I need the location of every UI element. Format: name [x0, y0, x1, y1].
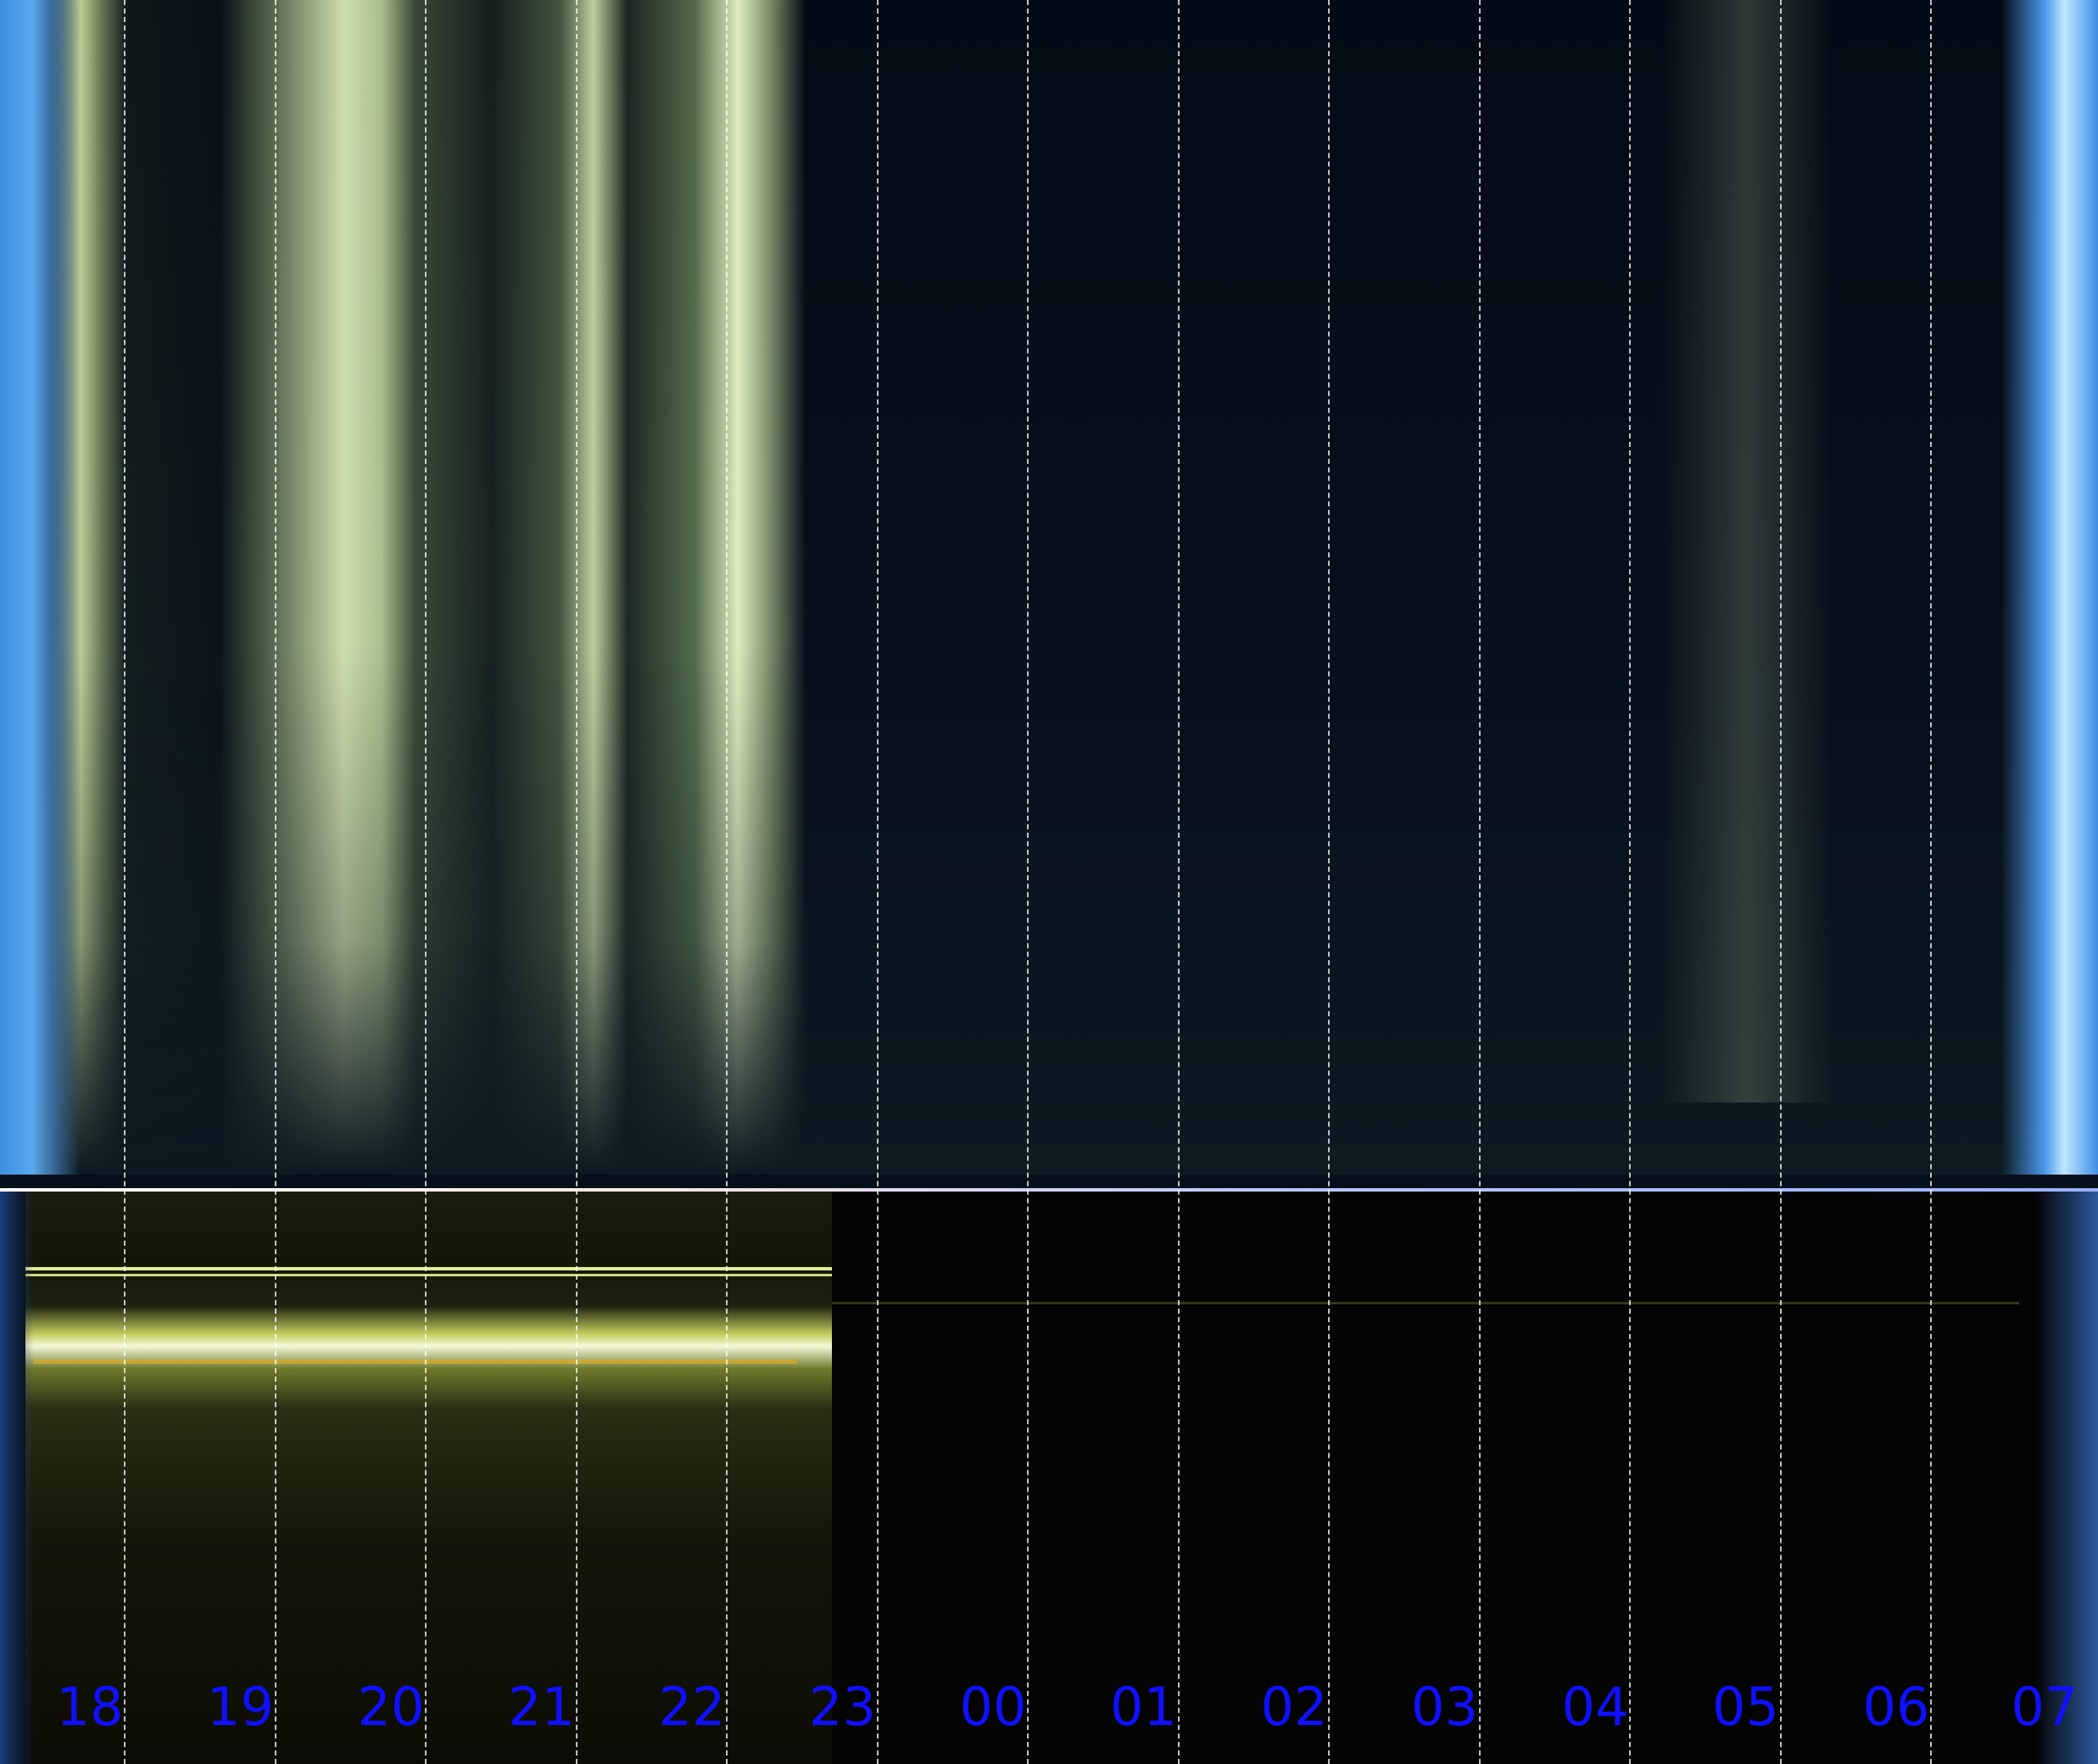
faint-light-band — [832, 1302, 2019, 1304]
horizon-line — [0, 1188, 2098, 1192]
hour-label: 07 — [2011, 1676, 2078, 1738]
light-line — [25, 1274, 832, 1276]
hour-label: 00 — [959, 1676, 1027, 1738]
hour-gridline — [1629, 0, 1631, 1764]
hour-gridline — [726, 0, 728, 1764]
light-line — [25, 1267, 832, 1270]
hour-gridline — [575, 0, 578, 1764]
hour-gridline — [124, 0, 126, 1764]
hour-label: 18 — [56, 1676, 124, 1738]
hour-gridline — [1478, 0, 1481, 1764]
blue-ground-edge — [0, 1192, 34, 1764]
hour-gridline — [425, 0, 427, 1764]
hour-label: 19 — [207, 1676, 274, 1738]
hour-label: 05 — [1712, 1676, 1779, 1738]
hour-label: 22 — [658, 1676, 726, 1738]
hour-label: 04 — [1561, 1676, 1629, 1738]
ground-lit-region — [25, 1192, 832, 1764]
hour-label: 06 — [1862, 1676, 1930, 1738]
hour-label: 01 — [1110, 1676, 1177, 1738]
hour-label: 03 — [1411, 1676, 1478, 1738]
hour-gridline — [1177, 0, 1180, 1764]
hour-gridline — [1930, 0, 1932, 1764]
hour-gridline — [274, 0, 276, 1764]
orange-light-band — [34, 1359, 797, 1364]
dusk-twilight — [0, 0, 81, 1175]
hour-label: 02 — [1260, 1676, 1328, 1738]
hour-label: 20 — [357, 1676, 425, 1738]
hour-gridline — [1027, 0, 1029, 1764]
hour-gridline — [876, 0, 879, 1764]
faint-aurora-band — [1662, 0, 1832, 1102]
hour-label: 21 — [508, 1676, 575, 1738]
hour-label: 23 — [809, 1676, 876, 1738]
dawn-twilight — [2001, 0, 2098, 1175]
blue-ground-edge — [2035, 1192, 2098, 1764]
aurora-streaks — [51, 0, 806, 1175]
hour-gridline — [1779, 0, 1782, 1764]
hour-gridline — [1328, 0, 1330, 1764]
